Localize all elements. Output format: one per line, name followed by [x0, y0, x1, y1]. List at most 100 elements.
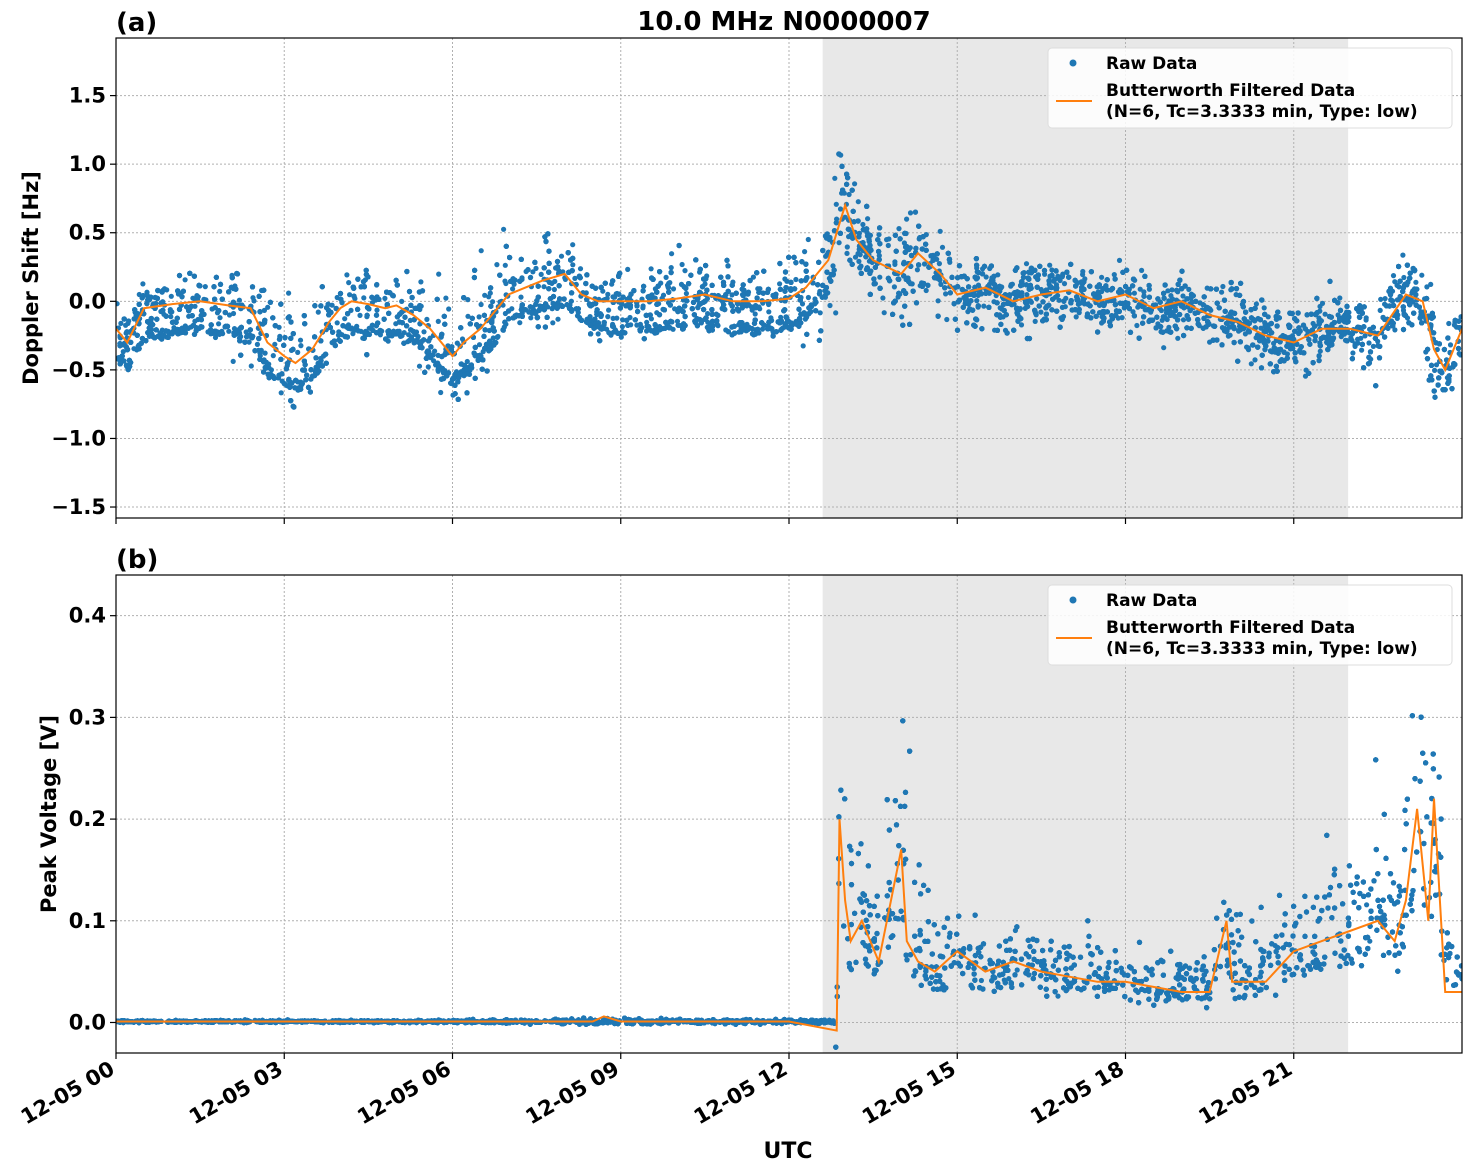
raw-data-point [605, 291, 611, 297]
raw-data-point [1458, 314, 1462, 320]
raw-data-point [876, 232, 882, 238]
raw-data-point [880, 295, 886, 301]
raw-data-point [126, 318, 132, 324]
raw-data-point [1378, 296, 1384, 302]
raw-data-point [935, 298, 941, 304]
raw-data-point [759, 326, 766, 332]
raw-data-point [777, 281, 783, 287]
raw-data-point [670, 286, 677, 292]
raw-data-point [192, 303, 198, 309]
raw-data-point [416, 363, 423, 369]
raw-data-point [212, 334, 219, 341]
raw-data-point [490, 335, 496, 341]
figure-title: 10.0 MHz N0000007 [637, 7, 930, 37]
raw-data-point [705, 311, 711, 317]
raw-data-point [634, 322, 640, 328]
raw-data-point [1392, 327, 1398, 333]
raw-data-point [261, 307, 267, 313]
raw-data-point [1038, 309, 1044, 315]
raw-data-point [490, 299, 496, 305]
raw-data-point [901, 240, 908, 246]
raw-data-point [1433, 362, 1440, 368]
raw-data-point [827, 302, 833, 309]
raw-data-point [465, 313, 471, 319]
raw-data-point [817, 310, 823, 316]
raw-data-point [836, 240, 842, 246]
raw-data-point [334, 320, 340, 326]
raw-data-point [620, 317, 626, 323]
raw-data-point [1049, 267, 1055, 273]
raw-data-point [562, 276, 569, 282]
raw-data-point [120, 349, 126, 355]
raw-data-point [1413, 279, 1419, 285]
raw-data-point [407, 317, 413, 323]
raw-data-point [606, 307, 612, 313]
raw-data-point [1447, 342, 1454, 348]
raw-data-point [1428, 281, 1434, 287]
raw-data-point [226, 328, 232, 334]
raw-data-point [270, 353, 276, 359]
raw-data-point [1082, 276, 1088, 282]
raw-data-point [1220, 283, 1226, 290]
raw-data-point [1248, 361, 1254, 367]
raw-data-point [478, 248, 484, 254]
raw-data-point [329, 302, 335, 308]
raw-data-point [344, 272, 350, 278]
raw-data-point [243, 329, 249, 335]
raw-data-point [837, 206, 844, 212]
raw-data-point [891, 284, 898, 290]
raw-data-point [424, 316, 430, 322]
raw-data-point [476, 314, 482, 320]
raw-data-point [981, 303, 987, 309]
raw-data-point [570, 242, 576, 248]
raw-data-point [1134, 322, 1140, 329]
raw-data-point [939, 244, 946, 250]
raw-data-point [528, 274, 534, 280]
raw-data-point [1141, 289, 1147, 295]
raw-data-point [1317, 348, 1323, 354]
raw-data-point [435, 318, 441, 324]
raw-data-point [640, 305, 646, 311]
raw-data-point [168, 314, 174, 320]
raw-data-point [272, 341, 278, 347]
raw-data-point [1165, 288, 1171, 294]
raw-data-point [997, 305, 1003, 311]
raw-data-point [530, 269, 536, 275]
raw-data-point [1009, 281, 1016, 287]
raw-data-point [1047, 262, 1053, 268]
raw-data-point [551, 286, 558, 293]
raw-data-point [907, 210, 914, 216]
raw-data-point [251, 298, 257, 304]
raw-data-point [855, 199, 861, 205]
raw-data-point [644, 319, 650, 325]
raw-data-point [1018, 322, 1025, 328]
raw-data-point [1350, 350, 1356, 356]
raw-data-point [914, 267, 921, 273]
raw-data-point [1377, 307, 1383, 313]
raw-data-point [729, 292, 735, 298]
raw-data-point [1056, 297, 1062, 303]
raw-data-point [123, 322, 129, 328]
raw-data-point [315, 309, 321, 315]
raw-data-point [800, 343, 806, 349]
raw-data-point [528, 315, 534, 321]
raw-data-point [555, 316, 561, 322]
raw-data-point [425, 364, 431, 370]
raw-data-point [1175, 335, 1181, 341]
raw-data-point [558, 253, 565, 259]
raw-data-point [1042, 271, 1048, 277]
raw-data-point [346, 280, 352, 286]
raw-data-point [595, 331, 601, 337]
raw-data-point [937, 228, 943, 234]
raw-data-point [248, 363, 254, 369]
raw-data-point [1355, 336, 1361, 342]
raw-data-point [805, 236, 811, 243]
raw-data-point [230, 358, 236, 364]
raw-data-point [348, 307, 354, 313]
raw-data-point [1400, 252, 1406, 258]
raw-data-point [1164, 328, 1170, 334]
raw-data-point [217, 315, 223, 321]
raw-data-point [679, 261, 685, 268]
